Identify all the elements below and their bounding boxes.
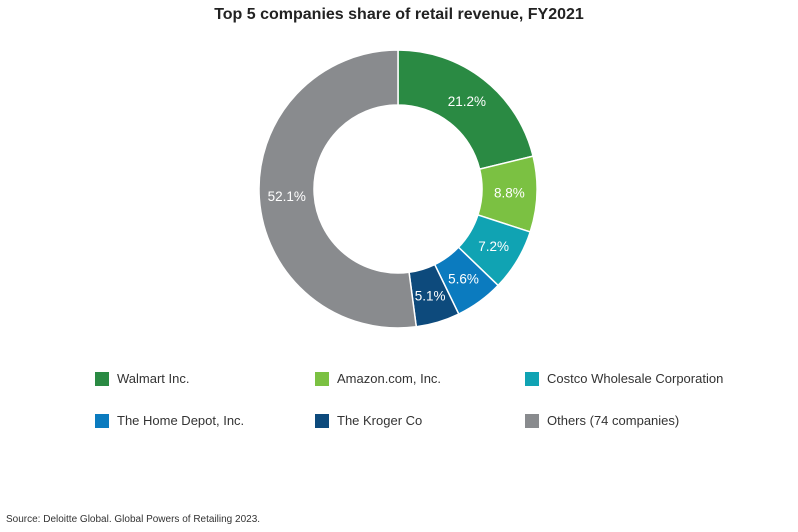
legend-label: The Home Depot, Inc. [117, 413, 245, 428]
legend-item-others-74-companies: Others (74 companies) [525, 413, 679, 428]
data-label-others-74-companies: 52.1% [268, 189, 306, 204]
source-note: Source: Deloitte Global. Global Powers o… [6, 514, 261, 525]
legend-swatch [315, 413, 329, 428]
data-label-amazon-com-inc: 8.8% [494, 186, 525, 201]
legend-label: The Kroger Co [337, 413, 423, 428]
donut-chart: 21.2% 8.8% 7.2% 5.6%5.1% 52.1% [258, 49, 538, 329]
slice-walmart-inc [397, 49, 534, 171]
legend-label: Costco Wholesale Corporation [547, 371, 724, 386]
legend-item-amazon-com-inc: Amazon.com, Inc. [315, 371, 441, 386]
legend-label: Walmart Inc. [117, 371, 190, 386]
legend-item-walmart-inc: Walmart Inc. [95, 371, 189, 386]
legend-swatch [95, 413, 109, 428]
chart-title: Top 5 companies share of retail revenue,… [214, 6, 584, 23]
slice-others-74-companies [258, 49, 418, 329]
data-label-walmart-inc: 21.2% [448, 94, 486, 109]
legend-label: Others (74 companies) [547, 413, 680, 428]
legend-item-costco-wholesale-corporation: Costco Wholesale Corporation [525, 371, 723, 386]
data-label-the-home-depot-inc: 5.6% [448, 272, 479, 287]
legend-swatch [95, 371, 109, 386]
legend-item-the-kroger-co: The Kroger Co [315, 413, 422, 428]
legend-swatch [525, 413, 539, 428]
legend-swatch [525, 371, 539, 386]
legend-swatch [315, 371, 329, 386]
legend-label: Amazon.com, Inc. [337, 371, 442, 386]
data-label-costco-wholesale-corporation: 7.2% [478, 239, 509, 254]
data-label-the-kroger-co: 5.1% [415, 288, 446, 303]
legend-item-the-home-depot-inc: The Home Depot, Inc. [95, 413, 244, 428]
